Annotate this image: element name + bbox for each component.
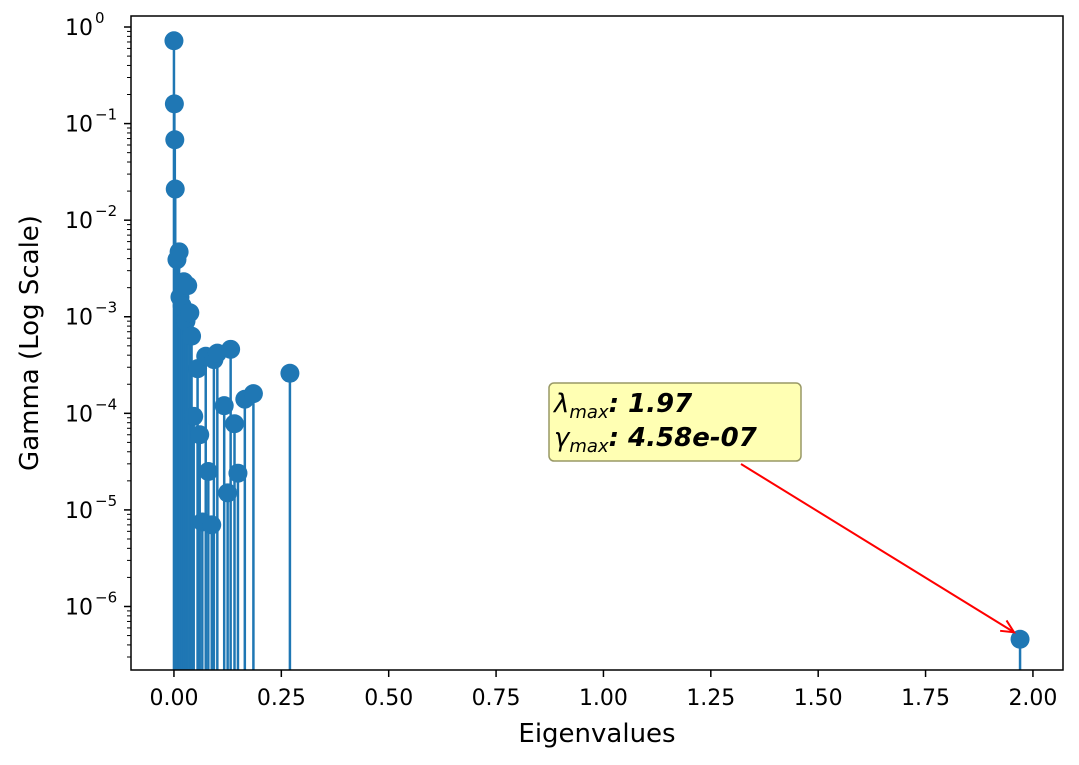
- y-tick-exponent: −1: [95, 106, 117, 124]
- x-tick-label: 0.75: [472, 686, 521, 711]
- stem-marker: [214, 396, 234, 416]
- annotation-box: [548, 382, 802, 462]
- x-axis-ticks: 0.00 0.25 0.50 0.75 1.00 1.25 1.50 1.75 2.00: [149, 670, 1057, 711]
- stem-series: [164, 31, 1030, 670]
- annotation-arrow: [740, 463, 1015, 634]
- stem-marker: [243, 384, 263, 404]
- y-tick-exponent: −4: [95, 395, 117, 413]
- x-axis-label: Eigenvalues: [518, 719, 675, 749]
- stem-marker: [184, 406, 204, 426]
- gamma-symbol: γ: [554, 423, 571, 453]
- x-tick-label: 2.00: [1008, 686, 1057, 711]
- y-tick-label: 10: [65, 595, 93, 620]
- annotation-lambda-max: λmax: 1.97: [552, 389, 693, 423]
- annotation-arrowhead: [1000, 619, 1017, 634]
- max-annotation: λmax: 1.97 γmax: 4.58e-07: [548, 382, 1017, 634]
- y-tick-label: 10: [65, 402, 93, 427]
- x-tick-label: 1.75: [901, 686, 950, 711]
- y-tick-exponent: 0: [95, 9, 105, 27]
- y-tick-exponent: −2: [95, 202, 117, 220]
- stem-marker: [1010, 629, 1030, 649]
- x-tick-label: 0.25: [257, 686, 306, 711]
- stem-marker: [182, 326, 202, 346]
- y-tick-label: 10: [65, 499, 93, 524]
- stem-marker: [221, 339, 241, 359]
- y-tick-label: 10: [65, 209, 93, 234]
- stem-marker: [225, 414, 245, 434]
- stem-marker: [165, 130, 185, 150]
- stem-marker: [228, 463, 248, 483]
- stem-marker: [202, 515, 222, 535]
- lambda-subscript: max: [569, 402, 609, 423]
- stem-marker: [178, 276, 198, 296]
- y-tick-exponent: −6: [95, 588, 117, 606]
- stem-marker: [280, 363, 300, 383]
- y-tick-label: 10: [65, 16, 93, 41]
- gamma-subscript: max: [569, 436, 609, 457]
- stem-marker: [198, 461, 218, 481]
- y-tick-label: 10: [65, 306, 93, 331]
- stem-marker: [190, 425, 210, 445]
- y-tick-label: 10: [65, 113, 93, 138]
- stem-marker: [218, 483, 238, 503]
- y-tick-exponent: −5: [95, 492, 117, 510]
- gamma-value: : 4.58e-07: [609, 423, 758, 453]
- x-tick-label: 0.00: [149, 686, 198, 711]
- stem-marker: [164, 94, 184, 114]
- x-tick-label: 0.50: [364, 686, 413, 711]
- annotation-gamma-max: γmax: 4.58e-07: [554, 423, 758, 457]
- y-axis-label: Gamma (Log Scale): [15, 215, 45, 471]
- x-tick-label: 1.00: [579, 686, 628, 711]
- stem-marker: [164, 31, 184, 51]
- stem-marker: [180, 303, 200, 323]
- y-tick-exponent: −3: [95, 299, 117, 317]
- plot-frame: [130, 15, 1064, 671]
- lambda-value: : 1.97: [609, 389, 694, 419]
- x-tick-label: 1.50: [794, 686, 843, 711]
- stem-marker: [165, 179, 185, 199]
- lambda-symbol: λ: [552, 389, 569, 419]
- stem-marker: [169, 242, 189, 262]
- x-tick-label: 1.25: [686, 686, 735, 711]
